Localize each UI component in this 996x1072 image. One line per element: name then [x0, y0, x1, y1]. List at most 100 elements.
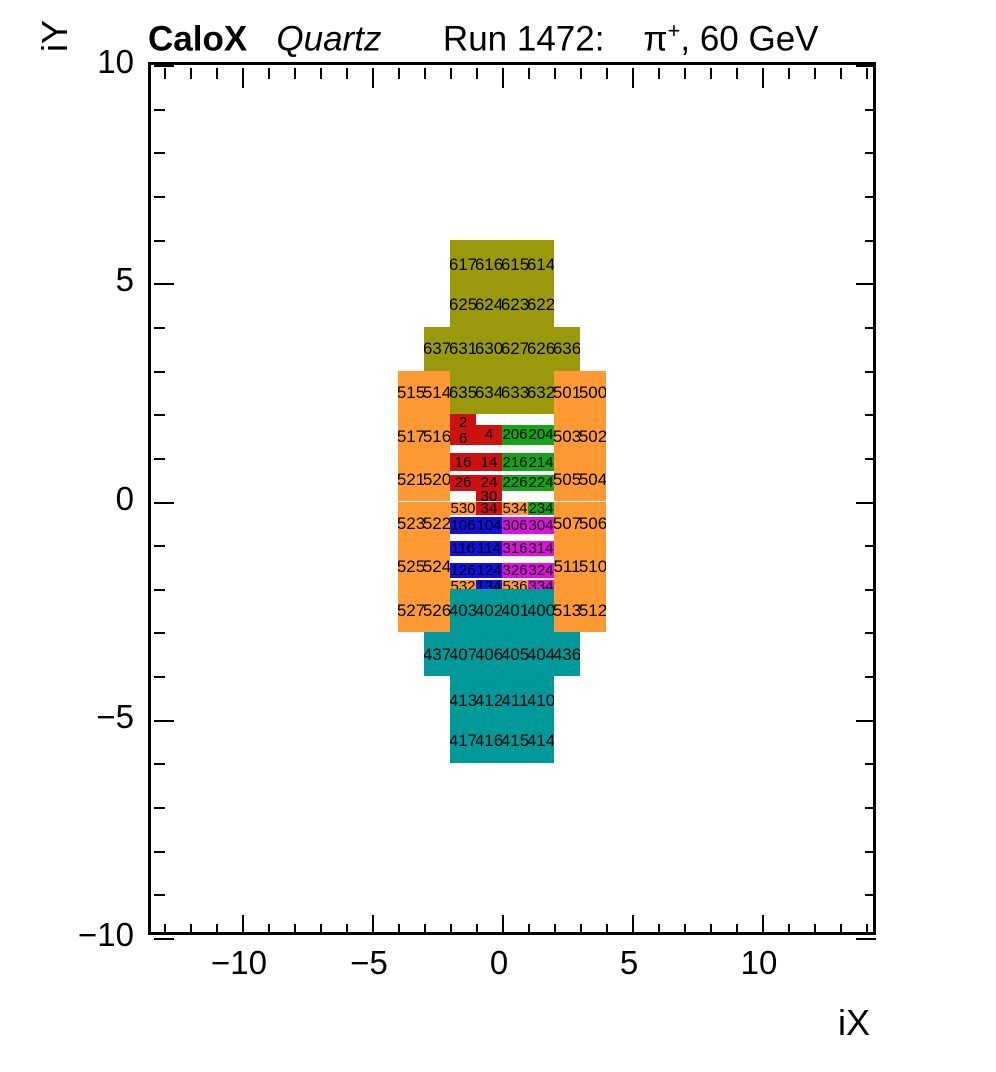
y-tick-label: −5: [96, 697, 134, 735]
axis-tick: [450, 924, 452, 935]
particle-charge: +: [667, 18, 681, 43]
axis-tick: [294, 68, 296, 79]
axis-tick: [856, 283, 876, 286]
detector-cell: 406: [476, 632, 502, 677]
cell-channel-label: 24: [480, 475, 498, 491]
axis-tick: [154, 632, 165, 635]
detector-cell: 114: [476, 540, 502, 557]
axis-tick: [216, 68, 218, 79]
detector-cell: 436: [554, 632, 580, 677]
detector-cell: 34: [476, 501, 502, 515]
experiment-name: CaloX: [148, 19, 248, 59]
detector-cell: 515: [398, 370, 424, 415]
cell-channel-label: 521: [398, 470, 424, 490]
detector-cell: 526: [424, 588, 450, 633]
detector-cell: 624: [476, 240, 502, 327]
axis-tick: [865, 763, 876, 766]
cell-channel-label: 405: [502, 644, 528, 664]
axis-tick: [554, 68, 556, 79]
cell-channel-label: 214: [528, 453, 554, 471]
cell-channel-label: 504: [580, 470, 606, 490]
detector-cell: 527: [398, 588, 424, 633]
detector-cell: 513: [554, 588, 580, 633]
cell-channel-label: 226: [502, 475, 528, 491]
cell-channel-label: 626: [528, 339, 554, 359]
detector-cell: 411: [502, 676, 528, 764]
cell-channel-label: 631: [450, 339, 476, 359]
cell-channel-label: 614: [528, 254, 554, 274]
cell-channel-label: 413: [450, 691, 476, 711]
cell-channel-label: 415: [502, 731, 528, 751]
cell-channel-label: 306: [502, 516, 528, 534]
cell-channel-label: 522: [424, 513, 450, 533]
axis-tick: [190, 924, 192, 935]
cell-channel-label: 402: [476, 601, 502, 621]
cell-channel-label: 520: [424, 470, 450, 490]
axis-tick: [814, 924, 816, 935]
cell-channel-label: 234: [528, 501, 554, 515]
x-tick-label: 10: [740, 944, 778, 981]
axis-tick: [736, 68, 738, 79]
cell-channel-label: 622: [528, 294, 554, 314]
axis-tick: [814, 68, 816, 79]
detector-cell: 631: [450, 326, 476, 371]
detector-cell: 407: [450, 632, 476, 677]
detector-cell: 512: [580, 588, 606, 633]
detector-cell: 505: [554, 457, 580, 502]
detector-cell: 506: [580, 501, 606, 546]
axis-tick: [154, 850, 165, 853]
axis-tick: [658, 924, 660, 935]
axis-tick: [865, 239, 876, 242]
detector-cell: 116: [450, 540, 476, 557]
cell-channel-label: 617: [450, 254, 476, 274]
detector-cell: 625: [450, 240, 476, 327]
axis-tick: [268, 924, 270, 935]
cell-channel-label: 304: [528, 516, 554, 534]
axis-tick: [476, 924, 478, 935]
detector-cell: 4: [476, 425, 502, 445]
detector-cell: 630: [476, 326, 502, 371]
detector-cell: 634: [476, 370, 502, 415]
axis-tick: [154, 195, 165, 198]
detector-cell: 633: [502, 370, 528, 415]
cell-channel-label: 106: [450, 516, 476, 534]
axis-tick: [190, 68, 192, 79]
axis-tick: [154, 457, 165, 460]
detector-cell: 520: [424, 457, 450, 502]
axis-tick: [865, 588, 876, 591]
cell-channel-label: 224: [528, 475, 554, 491]
cell-channel-label: 4: [484, 426, 494, 444]
detector-cell: 635: [450, 370, 476, 415]
detector-cell: 400: [528, 588, 554, 633]
axis-tick: [865, 108, 876, 111]
cell-channel-label: 525: [398, 557, 424, 577]
cell-channel-label: 523: [398, 513, 424, 533]
cell-channel-label: 126: [450, 562, 476, 578]
axis-tick: [154, 894, 165, 897]
axis-tick: [154, 108, 165, 111]
axis-tick: [840, 68, 842, 79]
detector-cell: 521: [398, 457, 424, 502]
cell-channel-label: 633: [502, 382, 528, 402]
axis-tick: [154, 152, 165, 155]
axis-tick: [154, 719, 174, 722]
axis-tick: [865, 195, 876, 198]
detector-cell: 503: [554, 414, 580, 458]
detector-cell: 2: [450, 414, 476, 432]
axis-tick: [840, 924, 842, 935]
axis-tick: [242, 68, 244, 88]
axis-tick: [788, 924, 790, 935]
detector-cell: 617: [450, 239, 476, 327]
detector-cell: 401: [502, 588, 528, 633]
x-axis-title: iX: [838, 1002, 871, 1043]
axis-tick: [242, 915, 244, 935]
detector-cell: 26: [450, 475, 476, 491]
cell-channel-label: 14: [480, 453, 498, 471]
cell-channel-label: 26: [454, 475, 472, 491]
detector-cell: 214: [528, 453, 554, 471]
axis-tick: [154, 414, 165, 417]
axis-tick: [865, 676, 876, 679]
cell-channel-label: 510: [580, 557, 606, 577]
detector-cell: 14: [476, 453, 502, 471]
detector-cell: 517: [398, 414, 424, 458]
